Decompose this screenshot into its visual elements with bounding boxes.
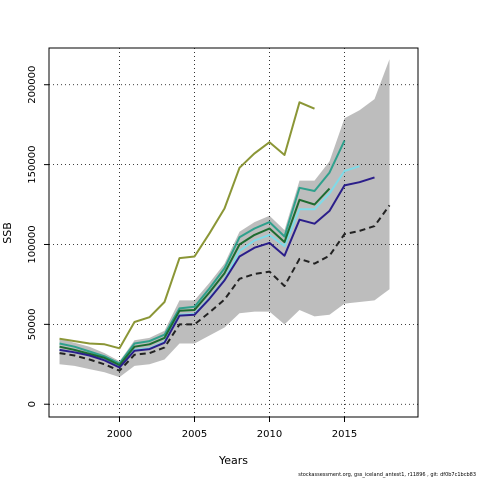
footer-credit: stockassessment.org, gss_iceland_antest1… (298, 472, 476, 478)
y-tick-label: 50000 (27, 308, 38, 340)
x-tick-label: 2005 (182, 429, 207, 440)
grid-layer (49, 48, 418, 417)
x-axis: 2000 2005 2010 2015 (107, 417, 357, 440)
x-tick-label: 2010 (257, 429, 282, 440)
series-line-4 (59, 187, 331, 367)
plot-frame (48, 47, 419, 418)
series-line-3 (59, 140, 346, 365)
x-axis-label: Years (218, 454, 248, 467)
confidence-band-layer (59, 59, 390, 378)
y-tick-label: 200000 (27, 66, 38, 104)
x-tick-label: 2000 (107, 429, 132, 440)
series-layer (59, 101, 391, 372)
confidence-band (59, 59, 390, 378)
y-axis: 0 50000 100000 150000 200000 (27, 66, 49, 407)
y-tick-label: 100000 (27, 225, 38, 263)
series-line-1 (59, 101, 315, 350)
x-tick-label: 2015 (332, 429, 357, 440)
series-line-5 (59, 176, 375, 369)
y-tick-label: 0 (27, 401, 38, 407)
y-axis-label: SSB (1, 222, 14, 244)
y-tick-label: 150000 (27, 146, 38, 184)
